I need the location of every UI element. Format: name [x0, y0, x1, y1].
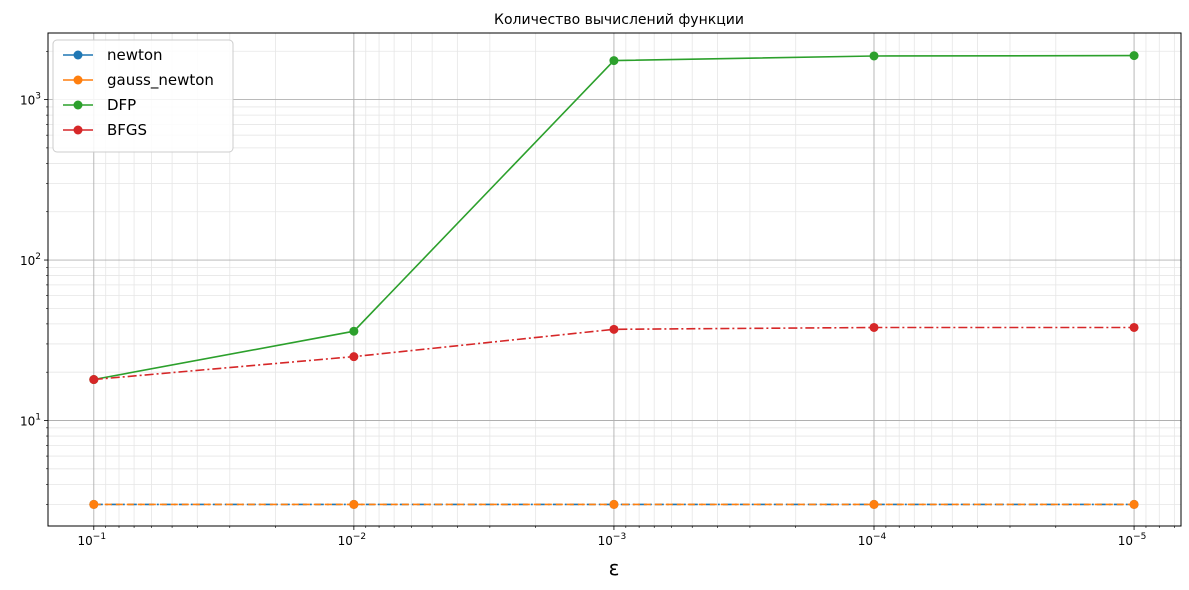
- y-tick-label: 103: [20, 92, 41, 108]
- data-point-BFGS: [609, 324, 619, 334]
- legend-marker-DFP: [73, 100, 83, 110]
- x-tick-label: 10−5: [1118, 532, 1147, 548]
- data-point-DFP: [609, 56, 619, 66]
- data-point-BFGS: [349, 352, 359, 362]
- chart-title: Количество вычислений функции: [494, 12, 744, 28]
- data-point-BFGS: [89, 375, 99, 385]
- data-point-BFGS: [869, 322, 879, 332]
- legend-box: [52, 39, 234, 153]
- x-tick-label: 10−2: [338, 532, 367, 548]
- minor-grid: [48, 33, 1181, 526]
- legend-label-BFGS: BFGS: [107, 121, 147, 139]
- data-point-DFP: [1129, 51, 1139, 61]
- series-layer: [89, 51, 1139, 509]
- plot-frame: [47, 32, 1182, 527]
- data-point-gauss_newton: [609, 499, 619, 509]
- data-point-BFGS: [1129, 322, 1139, 332]
- x-axis-label: ε: [609, 556, 620, 580]
- data-point-gauss_newton: [869, 499, 879, 509]
- x-tick-label: 10−1: [78, 532, 107, 548]
- y-tick-label: 101: [20, 412, 41, 428]
- legend-marker-gauss_newton: [73, 75, 83, 85]
- legend: newton gauss_newton DFP BFGS: [52, 39, 234, 153]
- legend-marker-newton: [73, 50, 83, 60]
- major-grid: [48, 33, 1181, 526]
- data-point-gauss_newton: [1129, 499, 1139, 509]
- axis-ticks: 10−1 10−2 10−3 10−4 10−5 101 102 103: [20, 50, 1175, 548]
- y-tick-label: 102: [20, 252, 41, 268]
- data-point-gauss_newton: [89, 499, 99, 509]
- x-tick-label: 10−3: [598, 532, 627, 548]
- legend-marker-BFGS: [73, 125, 83, 135]
- x-tick-label: 10−4: [858, 532, 887, 548]
- data-point-gauss_newton: [349, 499, 359, 509]
- legend-label-DFP: DFP: [107, 96, 136, 114]
- data-point-DFP: [869, 51, 879, 61]
- legend-label-gauss_newton: gauss_newton: [107, 71, 214, 90]
- legend-label-newton: newton: [107, 46, 163, 64]
- data-point-DFP: [349, 326, 359, 336]
